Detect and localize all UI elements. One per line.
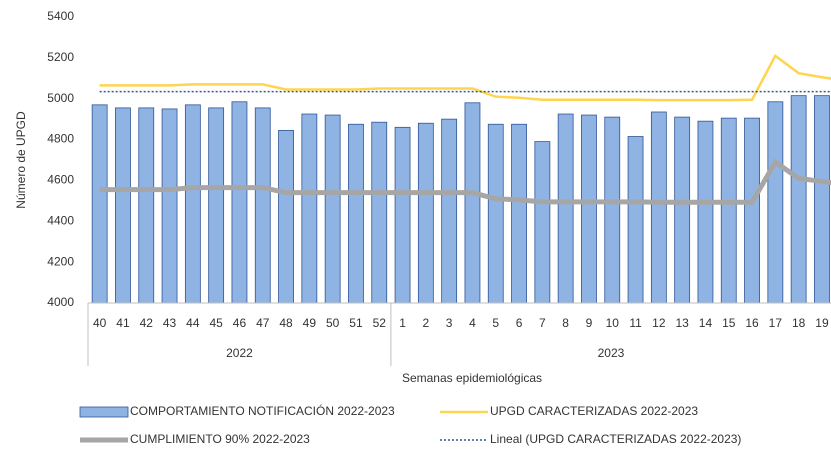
y-tick-label: 5000 <box>47 91 74 105</box>
x-tick-label: 9 <box>586 316 593 330</box>
x-tick-label: 40 <box>93 316 107 330</box>
x-tick-label: 42 <box>140 316 154 330</box>
x-tick-label: 51 <box>349 316 363 330</box>
legend-label: CUMPLIMIENTO 90% 2022-2023 <box>130 432 310 446</box>
bar <box>744 117 760 304</box>
bar <box>581 114 597 304</box>
y-tick-label: 5200 <box>47 50 74 64</box>
group-label: 2022 <box>226 346 253 360</box>
x-tick-label: 11 <box>629 316 642 330</box>
x-tick-label: 48 <box>279 316 293 330</box>
x-tick-label: 2 <box>423 316 430 330</box>
bar <box>301 113 318 304</box>
bar <box>138 107 155 304</box>
x-tick-label: 8 <box>562 316 569 330</box>
bar <box>720 117 737 304</box>
x-axis-label: Semanas epidemiológicas <box>402 371 542 385</box>
x-tick-label: 18 <box>792 316 806 330</box>
x-tick-label: 3 <box>446 316 453 330</box>
bar <box>324 114 341 304</box>
bar <box>534 141 551 304</box>
bar <box>394 126 411 304</box>
bar <box>441 118 458 304</box>
x-tick-label: 12 <box>652 316 666 330</box>
y-tick-label: 4800 <box>47 132 74 146</box>
bar <box>767 101 784 304</box>
bar <box>674 116 691 304</box>
x-tick-label: 6 <box>516 316 523 330</box>
x-tick-label: 47 <box>256 316 270 330</box>
x-tick-label: 50 <box>326 316 340 330</box>
y-tick-label: 4400 <box>47 213 74 227</box>
bar <box>371 121 388 304</box>
bar <box>604 116 621 304</box>
x-tick-label: 13 <box>675 316 689 330</box>
x-tick-label: 17 <box>769 316 783 330</box>
y-tick-label: 4600 <box>47 173 74 187</box>
bar <box>208 107 225 304</box>
bar <box>278 129 294 304</box>
bar <box>348 123 364 304</box>
bar <box>91 104 108 304</box>
y-tick-label: 4000 <box>47 295 74 309</box>
bar <box>650 111 667 304</box>
x-tick-label: 14 <box>699 316 713 330</box>
x-tick-label: 49 <box>303 316 317 330</box>
bar <box>790 95 807 304</box>
bar <box>231 101 248 304</box>
bar <box>254 107 271 304</box>
bar <box>697 120 714 304</box>
x-tick-label: 19 <box>815 316 829 330</box>
bar <box>184 104 201 304</box>
x-tick-label: 43 <box>163 316 177 330</box>
x-tick-label: 4 <box>469 316 476 330</box>
bar <box>814 95 830 304</box>
y-tick-label: 5400 <box>47 9 74 23</box>
legend-swatch <box>79 406 129 418</box>
y-axis-label: Número de UPGD <box>14 111 28 209</box>
group-label: 2023 <box>598 346 625 360</box>
bar <box>511 123 527 304</box>
bar <box>115 107 131 304</box>
x-tick-label: 1 <box>399 316 406 330</box>
x-tick-label: 7 <box>539 316 546 330</box>
x-tick-label: 5 <box>492 316 499 330</box>
legend-label: COMPORTAMIENTO NOTIFICACIÓN 2022-2023 <box>130 403 395 418</box>
bar <box>464 102 481 304</box>
bar <box>557 113 574 304</box>
bar <box>487 123 504 304</box>
x-tick-label: 52 <box>373 316 387 330</box>
x-tick-label: 10 <box>606 316 620 330</box>
x-tick-label: 46 <box>233 316 247 330</box>
x-tick-label: 16 <box>745 316 759 330</box>
line <box>99 158 831 205</box>
x-tick-label: 15 <box>722 316 736 330</box>
x-tick-label: 41 <box>116 316 130 330</box>
bar <box>417 122 434 304</box>
x-tick-label: 45 <box>209 316 223 330</box>
x-tick-label: 44 <box>186 316 200 330</box>
bar <box>627 136 644 304</box>
legend-label: UPGD CARACTERIZADAS 2022-2023 <box>490 404 698 418</box>
line <box>99 53 831 102</box>
legend-label: Lineal (UPGD CARACTERIZADAS 2022-2023) <box>490 432 741 446</box>
y-tick-label: 4200 <box>47 254 74 268</box>
bar <box>161 108 178 304</box>
